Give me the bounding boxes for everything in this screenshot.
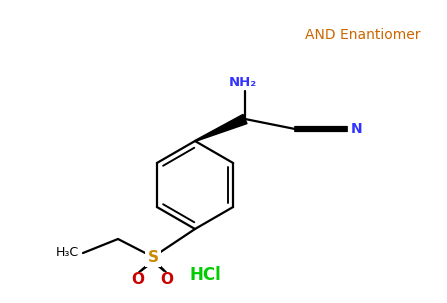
Polygon shape (195, 115, 247, 142)
Text: HCl: HCl (189, 266, 221, 284)
Text: NH₂: NH₂ (229, 76, 257, 89)
Text: AND Enantiomer: AND Enantiomer (305, 28, 421, 42)
Text: H₃C: H₃C (56, 247, 79, 259)
Text: S: S (148, 249, 159, 265)
Text: O: O (131, 271, 144, 287)
Text: N: N (351, 122, 363, 136)
Text: O: O (160, 271, 173, 287)
